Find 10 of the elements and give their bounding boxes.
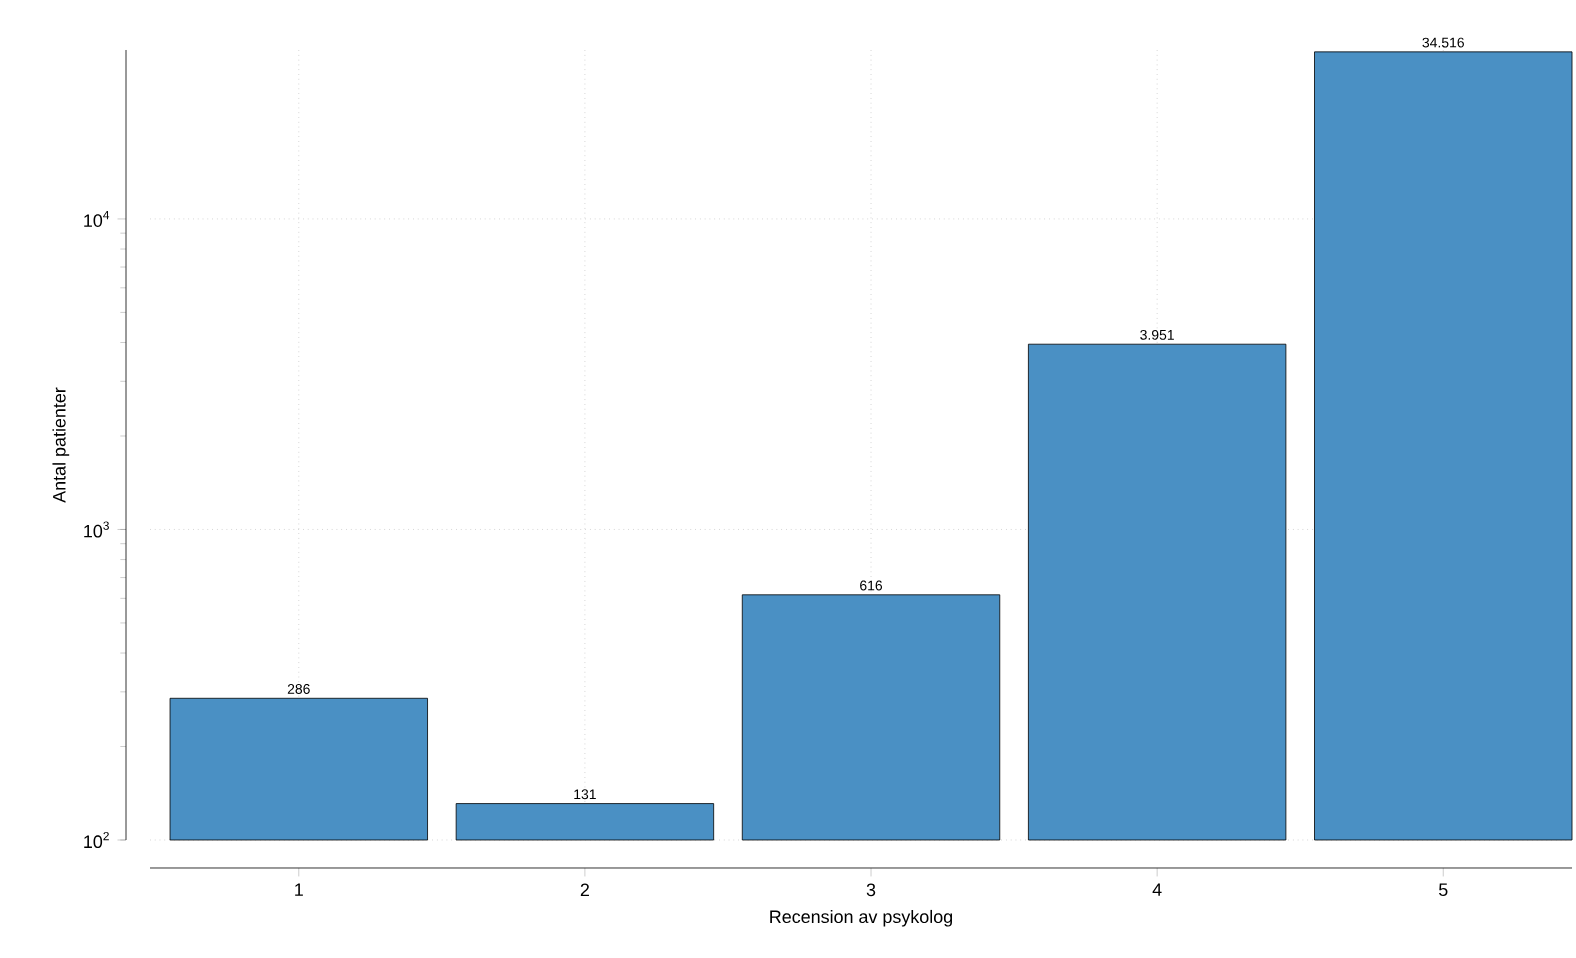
y-tick-label: 10$^{2}$	[84, 831, 109, 849]
x-tick-label: 3	[866, 883, 876, 897]
y-tick-label: 10$^{4}$	[84, 210, 110, 227]
x-tick-label: 2	[580, 883, 589, 897]
x-tick-label: 5	[1438, 883, 1448, 897]
y-axis-title: Antal patienter	[52, 387, 70, 503]
x-axis-title: Recension av psykolog	[770, 909, 953, 927]
x-tick-label: 4	[1152, 883, 1162, 896]
y-tick-label: 10$^{3}$	[84, 521, 109, 538]
x-tick-label: 1	[295, 883, 303, 896]
